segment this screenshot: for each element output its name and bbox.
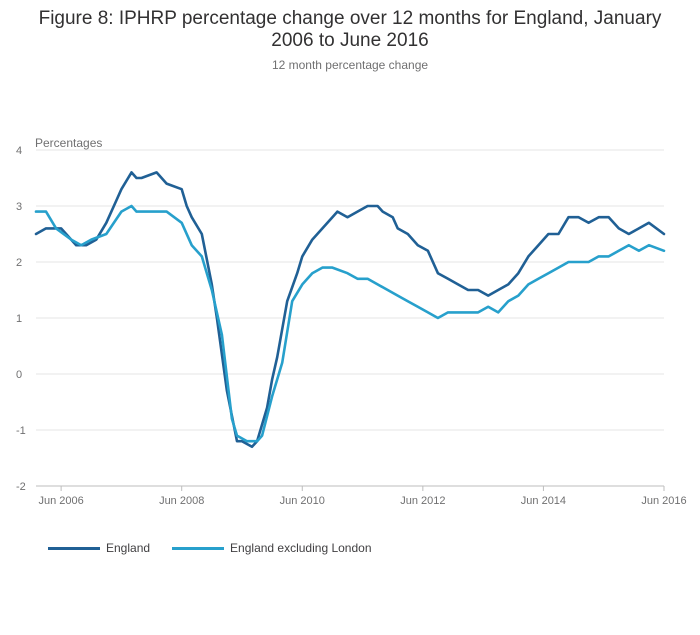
x-tick-label: Jun 2016	[641, 495, 686, 507]
y-tick-label: 4	[16, 145, 22, 157]
x-tick-label: Jun 2012	[400, 495, 445, 507]
y-tick-label: -1	[16, 425, 26, 437]
x-tick-label: Jun 2014	[521, 495, 566, 507]
y-tick-label: 1	[16, 313, 22, 325]
series-line-england	[34, 171, 666, 449]
chart-subtitle: 12 month percentage change	[271, 58, 429, 72]
legend-swatch-england	[48, 546, 100, 550]
legend-item-england[interactable]: England	[48, 541, 150, 555]
x-tick-label: Jun 2006	[38, 495, 83, 507]
y-tick-label: 3	[16, 201, 22, 213]
y-axis-label: Percentages	[35, 136, 103, 150]
legend-swatch-england-excluding-london	[172, 546, 225, 550]
legend-item-england-excluding-london[interactable]: England excluding London	[172, 541, 372, 555]
y-tick-label: 0	[16, 369, 22, 381]
legend-label-england-excluding-london: England excluding London	[230, 541, 372, 555]
x-tick-label: Jun 2008	[159, 495, 204, 507]
y-tick-label: 2	[16, 257, 22, 269]
chart-title: Figure 8: IPHRP percentage change over 1…	[38, 8, 662, 51]
series-line-england-excluding-london	[34, 204, 666, 443]
y-tick-label: -2	[16, 481, 26, 493]
x-tick-label: Jun 2010	[280, 495, 325, 507]
legend-label-england: England	[106, 541, 151, 555]
legend: England England excluding London	[48, 541, 394, 555]
